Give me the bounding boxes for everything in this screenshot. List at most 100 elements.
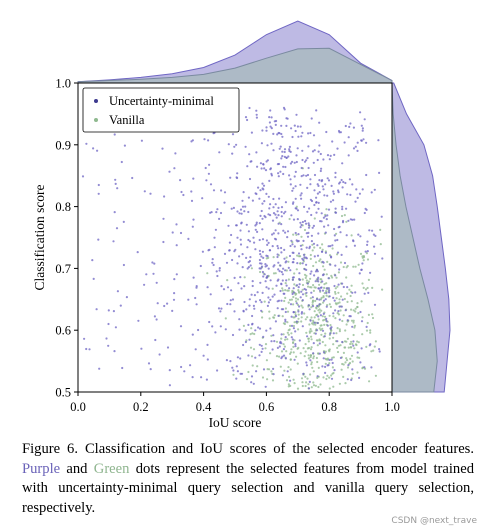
scatter-points [81,106,384,390]
point-uncertainty-minimal [300,166,303,170]
point-uncertainty-minimal [343,261,347,265]
point-uncertainty-minimal [259,162,262,165]
point-uncertainty-minimal [346,319,349,322]
point-uncertainty-minimal [318,298,321,301]
point-uncertainty-minimal [235,143,238,146]
point-uncertainty-minimal [310,270,313,273]
point-uncertainty-minimal [305,364,308,367]
point-uncertainty-minimal [317,232,320,235]
point-vanilla [287,301,290,304]
point-vanilla [367,278,370,281]
point-uncertainty-minimal [295,320,298,323]
point-vanilla [299,262,302,265]
point-uncertainty-minimal [238,318,241,321]
point-uncertainty-minimal [338,318,341,321]
point-uncertainty-minimal [316,254,320,257]
point-uncertainty-minimal [334,264,337,267]
point-vanilla [342,314,345,317]
point-vanilla [351,372,354,375]
point-vanilla [295,355,298,358]
point-uncertainty-minimal [295,284,299,287]
point-vanilla [325,377,328,381]
point-vanilla [352,265,355,268]
point-vanilla [286,289,289,292]
point-uncertainty-minimal [300,197,303,200]
point-vanilla [328,314,331,317]
point-uncertainty-minimal [298,277,301,281]
point-uncertainty-minimal [231,152,234,155]
point-vanilla [307,383,310,386]
point-uncertainty-minimal [265,126,268,129]
point-uncertainty-minimal [378,171,381,174]
point-uncertainty-minimal [267,301,270,304]
point-vanilla [307,354,310,357]
point-uncertainty-minimal [231,133,235,136]
point-uncertainty-minimal [318,179,321,182]
point-uncertainty-minimal [231,366,234,369]
point-uncertainty-minimal [354,145,357,148]
point-uncertainty-minimal [307,226,311,229]
point-uncertainty-minimal [261,291,264,294]
point-uncertainty-minimal [324,371,327,374]
point-vanilla [379,228,382,231]
legend-box [82,87,240,133]
point-uncertainty-minimal [211,325,214,328]
point-uncertainty-minimal [291,202,295,205]
point-vanilla [283,322,286,326]
point-uncertainty-minimal [233,310,236,313]
point-vanilla [321,315,324,318]
point-uncertainty-minimal [258,238,261,242]
point-uncertainty-minimal [240,372,244,375]
point-uncertainty-minimal [282,267,285,270]
point-uncertainty-minimal [252,382,255,385]
point-uncertainty-minimal [140,139,143,142]
point-uncertainty-minimal [267,287,270,290]
point-uncertainty-minimal [243,210,246,213]
point-vanilla [332,315,335,318]
point-uncertainty-minimal [268,179,271,182]
point-vanilla [286,338,289,341]
point-uncertainty-minimal [313,149,316,152]
point-uncertainty-minimal [253,307,256,310]
point-uncertainty-minimal [145,273,148,276]
point-uncertainty-minimal [217,307,221,310]
point-uncertainty-minimal [328,295,331,298]
point-vanilla [304,276,307,279]
point-uncertainty-minimal [248,106,251,110]
point-uncertainty-minimal [363,211,366,215]
point-vanilla [329,305,332,308]
point-uncertainty-minimal [271,348,274,351]
point-vanilla [261,376,265,379]
point-vanilla [334,287,337,290]
point-uncertainty-minimal [373,303,377,306]
point-uncertainty-minimal [277,299,281,302]
point-uncertainty-minimal [344,124,347,128]
point-uncertainty-minimal [288,148,291,151]
point-vanilla [307,280,311,283]
point-uncertainty-minimal [301,220,304,224]
point-uncertainty-minimal [313,321,316,324]
point-vanilla [355,343,358,347]
point-uncertainty-minimal [207,172,210,175]
point-uncertainty-minimal [280,210,283,214]
point-uncertainty-minimal [281,150,284,153]
point-uncertainty-minimal [161,147,164,150]
point-uncertainty-minimal [279,289,282,293]
top-density-vanilla [77,47,393,84]
point-uncertainty-minimal [358,192,361,195]
point-uncertainty-minimal [241,266,244,269]
point-vanilla [310,346,313,349]
point-uncertainty-minimal [342,180,345,184]
point-uncertainty-minimal [356,351,359,354]
point-uncertainty-minimal [326,214,329,217]
point-uncertainty-minimal [286,370,289,373]
point-vanilla [311,366,314,369]
point-uncertainty-minimal [113,211,116,214]
point-vanilla [309,297,312,300]
point-vanilla [345,220,348,223]
point-uncertainty-minimal [231,298,235,301]
point-uncertainty-minimal [123,144,126,147]
point-vanilla [335,332,338,335]
point-vanilla [364,288,368,291]
point-vanilla [381,288,384,291]
